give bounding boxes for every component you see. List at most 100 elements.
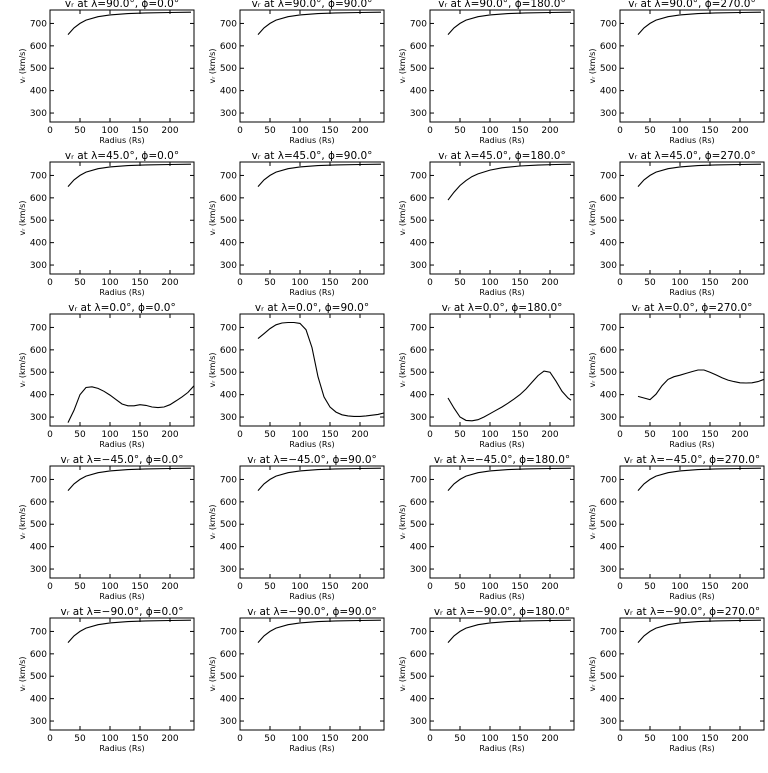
y-tick-label: 600 (410, 194, 427, 204)
y-tick-label: 700 (410, 627, 427, 637)
series-line (447, 370, 572, 422)
plot-frame (239, 617, 385, 731)
y-tick-label: 300 (410, 413, 427, 423)
y-tick-label: 400 (220, 87, 237, 97)
y-tick-label: 700 (600, 171, 617, 181)
x-tick-label: 100 (671, 734, 688, 744)
panel-title: vᵣ at λ=0.0°, ϕ=0.0° (68, 302, 175, 314)
y-tick-label: 300 (220, 109, 237, 119)
x-tick-label: 0 (617, 582, 623, 592)
plot-frame (49, 313, 195, 427)
x-tick-label: 0 (237, 278, 243, 288)
panel-17: vᵣ at λ=−90.0°, ϕ=0.0° 0 50 100 150 200 300 400… (18, 606, 195, 753)
x-tick-label: 50 (264, 430, 276, 440)
y-tick-label: 400 (600, 87, 617, 97)
y-tick-label: 400 (410, 87, 427, 97)
y-tick-label: 600 (600, 650, 617, 660)
x-tick-label: 200 (351, 126, 368, 136)
x-axis-label: Radius (Rs) (289, 440, 334, 449)
series-line (637, 619, 762, 643)
x-axis-label: Radius (Rs) (289, 744, 334, 753)
y-tick-label: 600 (600, 42, 617, 52)
panel-title: vᵣ at λ=0.0°, ϕ=270.0° (632, 302, 753, 314)
panel-1: vᵣ at λ=90.0°, ϕ=0.0° 0 50 100 150 200 300 400 5… (18, 0, 195, 145)
x-axis-label: Radius (Rs) (479, 592, 524, 601)
series-line (67, 163, 192, 187)
y-tick-label: 300 (600, 109, 617, 119)
x-tick-label: 150 (131, 430, 148, 440)
y-axis-label: vᵣ (km/s) (18, 49, 27, 84)
x-tick-label: 150 (701, 430, 718, 440)
panel-9: vᵣ at λ=0.0°, ϕ=0.0° 0 50 100 150 200 300 400 50… (18, 302, 195, 449)
x-tick-label: 100 (101, 430, 118, 440)
panel-15: vᵣ at λ=−45.0°, ϕ=180.0° 0 50 100 150 200 300 4… (398, 454, 575, 601)
y-tick-label: 500 (600, 368, 617, 378)
x-tick-label: 50 (264, 278, 276, 288)
plot-frame (239, 161, 385, 275)
panel-title: vᵣ at λ=−45.0°, ϕ=90.0° (247, 454, 377, 466)
x-tick-label: 150 (511, 126, 528, 136)
panel-title: vᵣ at λ=−45.0°, ϕ=0.0° (61, 454, 184, 466)
y-tick-label: 500 (600, 64, 617, 74)
y-tick-label: 600 (600, 346, 617, 356)
y-tick-label: 400 (600, 543, 617, 553)
x-tick-label: 0 (427, 734, 433, 744)
y-tick-label: 700 (410, 475, 427, 485)
panel-title: vᵣ at λ=0.0°, ϕ=90.0° (255, 302, 369, 314)
x-tick-label: 200 (541, 734, 558, 744)
x-tick-label: 150 (321, 126, 338, 136)
x-tick-label: 200 (351, 582, 368, 592)
x-tick-label: 0 (237, 430, 243, 440)
y-tick-label: 600 (600, 498, 617, 508)
x-axis-label: Radius (Rs) (99, 440, 144, 449)
x-axis-label: Radius (Rs) (99, 592, 144, 601)
x-tick-label: 0 (617, 430, 623, 440)
y-tick-label: 500 (600, 672, 617, 682)
x-tick-label: 0 (237, 582, 243, 592)
plot-frame (239, 465, 385, 579)
x-tick-label: 100 (291, 430, 308, 440)
x-tick-label: 150 (321, 278, 338, 288)
x-axis-label: Radius (Rs) (669, 136, 714, 145)
y-tick-label: 500 (30, 368, 47, 378)
y-tick-label: 300 (410, 109, 427, 119)
series-line (637, 369, 765, 401)
x-tick-label: 150 (321, 430, 338, 440)
panel-title: vᵣ at λ=−90.0°, ϕ=90.0° (247, 606, 377, 618)
y-tick-label: 500 (410, 672, 427, 682)
series-line (637, 467, 762, 491)
x-tick-label: 200 (161, 126, 178, 136)
panel-title: vᵣ at λ=−90.0°, ϕ=180.0° (434, 606, 570, 618)
y-tick-label: 300 (30, 413, 47, 423)
x-tick-label: 100 (481, 126, 498, 136)
y-tick-label: 600 (30, 498, 47, 508)
y-tick-label: 300 (600, 413, 617, 423)
series-line (637, 11, 762, 35)
y-axis-label: vᵣ (km/s) (588, 49, 597, 84)
y-tick-label: 500 (410, 520, 427, 530)
x-tick-label: 150 (701, 582, 718, 592)
x-tick-label: 100 (291, 126, 308, 136)
x-tick-label: 50 (644, 126, 656, 136)
y-tick-label: 400 (30, 391, 47, 401)
panel-title: vᵣ at λ=45.0°, ϕ=0.0° (65, 150, 179, 162)
x-tick-label: 50 (74, 582, 86, 592)
plot-frame (49, 161, 195, 275)
panel-18: vᵣ at λ=−90.0°, ϕ=90.0° 0 50 100 150 200 300 40… (208, 606, 385, 753)
y-axis-label: vᵣ (km/s) (18, 505, 27, 540)
x-tick-label: 150 (511, 582, 528, 592)
x-tick-label: 50 (644, 430, 656, 440)
x-tick-label: 0 (427, 126, 433, 136)
x-tick-label: 50 (454, 126, 466, 136)
panel-title: vᵣ at λ=−45.0°, ϕ=270.0° (624, 454, 760, 466)
y-axis-label: vᵣ (km/s) (588, 505, 597, 540)
x-tick-label: 150 (131, 126, 148, 136)
series-line (257, 467, 382, 491)
y-tick-label: 300 (30, 717, 47, 727)
x-tick-label: 200 (731, 734, 748, 744)
y-tick-label: 500 (220, 520, 237, 530)
x-tick-label: 150 (511, 734, 528, 744)
y-tick-label: 500 (220, 368, 237, 378)
panel-20: vᵣ at λ=−90.0°, ϕ=270.0° 0 50 100 150 200 300 4… (588, 606, 765, 753)
plot-frame (49, 9, 195, 123)
